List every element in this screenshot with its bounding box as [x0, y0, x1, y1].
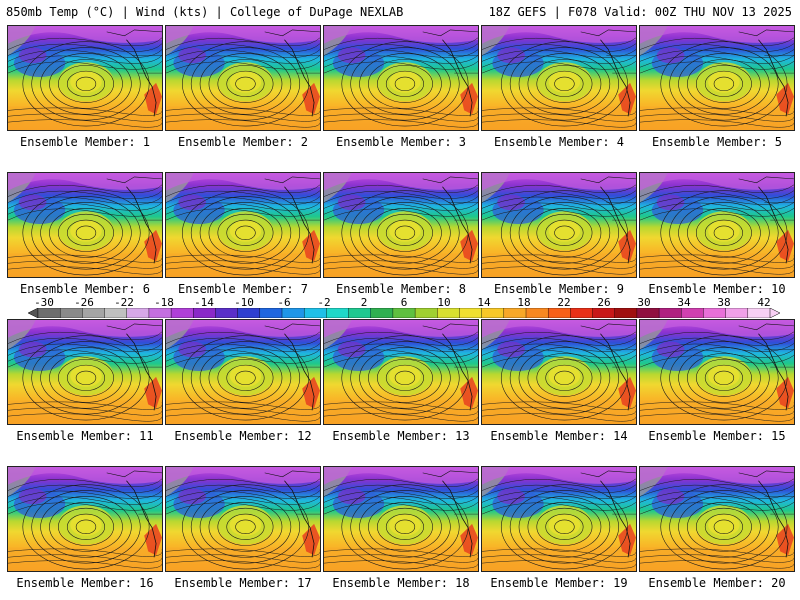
colorbar-tick-label: 22: [557, 296, 571, 309]
temperature-contour-map: [8, 467, 162, 571]
temperature-contour-map: [482, 467, 636, 571]
header-valid-time: 18Z GEFS | F078 Valid: 00Z THU NOV 13 20…: [488, 5, 792, 19]
ensemble-member-label: Ensemble Member: 6: [19, 282, 151, 296]
colorbar-tick-label: -6: [277, 296, 291, 309]
ensemble-member-label: Ensemble Member: 4: [493, 135, 625, 149]
ensemble-map-panel: [639, 319, 795, 425]
temperature-contour-map: [324, 173, 478, 277]
ensemble-map-panel: [639, 172, 795, 278]
colorbar-tick-label: -18: [154, 296, 174, 309]
colorbar-tick-label: 42: [757, 296, 771, 309]
ensemble-map-panel: [639, 466, 795, 572]
temperature-contour-map: [166, 26, 320, 130]
ensemble-member-label: Ensemble Member: 11: [16, 429, 154, 443]
ensemble-map-panel: [639, 25, 795, 131]
colorbar-tick-label: -2: [317, 296, 331, 309]
ensemble-map-panel: [7, 172, 163, 278]
colorbar-tick-label: -10: [234, 296, 254, 309]
temperature-contour-map: [166, 467, 320, 571]
ensemble-member-label: Ensemble Member: 8: [335, 282, 467, 296]
ensemble-member-label: Ensemble Member: 2: [177, 135, 309, 149]
ensemble-map-panel: [481, 25, 637, 131]
ensemble-map-panel: [481, 466, 637, 572]
ensemble-member-label: Ensemble Member: 9: [493, 282, 625, 296]
ensemble-member-label: Ensemble Member: 15: [648, 429, 786, 443]
ensemble-map-panel: [481, 172, 637, 278]
ensemble-member-label: Ensemble Member: 3: [335, 135, 467, 149]
temperature-contour-map: [324, 467, 478, 571]
ensemble-map-panel: [323, 25, 479, 131]
colorbar-tick-label: -26: [74, 296, 94, 309]
temperature-contour-map: [166, 320, 320, 424]
ensemble-member-label: Ensemble Member: 19: [490, 576, 628, 590]
ensemble-map-panel: [165, 319, 321, 425]
temperature-contour-map: [640, 173, 794, 277]
ensemble-member-label: Ensemble Member: 14: [490, 429, 628, 443]
ensemble-member-label: Ensemble Member: 20: [648, 576, 786, 590]
temperature-contour-map: [324, 26, 478, 130]
ensemble-map-panel: [165, 466, 321, 572]
ensemble-map-panel: [481, 319, 637, 425]
colorbar-tick-label: 30: [637, 296, 651, 309]
temperature-contour-map: [8, 173, 162, 277]
temperature-contour-map: [640, 320, 794, 424]
ensemble-map-panel: [323, 466, 479, 572]
ensemble-member-label: Ensemble Member: 17: [174, 576, 312, 590]
ensemble-member-label: Ensemble Member: 13: [332, 429, 470, 443]
colorbar-tick-label: 14: [477, 296, 491, 309]
temperature-contour-map: [8, 320, 162, 424]
colorbar-tick-label: -22: [114, 296, 134, 309]
temperature-contour-map: [8, 26, 162, 130]
ensemble-map-panel: [7, 25, 163, 131]
colorbar-tick-label: -30: [34, 296, 54, 309]
temperature-contour-map: [640, 467, 794, 571]
colorbar-tick-label: -14: [194, 296, 214, 309]
temperature-contour-map: [482, 26, 636, 130]
ensemble-member-label: Ensemble Member: 1: [19, 135, 151, 149]
ensemble-map-panel: [165, 172, 321, 278]
temperature-colorbar: [28, 308, 780, 318]
colorbar-tick-label: 26: [597, 296, 611, 309]
ensemble-map-panel: [7, 319, 163, 425]
temperature-contour-map: [324, 320, 478, 424]
temperature-contour-map: [482, 173, 636, 277]
colorbar-tick-label: 6: [400, 296, 408, 309]
ensemble-member-label: Ensemble Member: 7: [177, 282, 309, 296]
colorbar-tick-label: 34: [677, 296, 691, 309]
header-title: 850mb Temp (°C) | Wind (kts) | College o…: [6, 5, 404, 19]
ensemble-map-panel: [7, 466, 163, 572]
ensemble-member-label: Ensemble Member: 12: [174, 429, 312, 443]
colorbar-tick-label: 38: [717, 296, 731, 309]
colorbar-tick-label: 10: [437, 296, 451, 309]
temperature-contour-map: [166, 173, 320, 277]
ensemble-member-label: Ensemble Member: 18: [332, 576, 470, 590]
temperature-contour-map: [482, 320, 636, 424]
colorbar-tick-label: 2: [360, 296, 368, 309]
temperature-contour-map: [640, 26, 794, 130]
colorbar-tick-label: 18: [517, 296, 531, 309]
ensemble-member-label: Ensemble Member: 16: [16, 576, 154, 590]
ensemble-member-label: Ensemble Member: 10: [648, 282, 786, 296]
ensemble-map-panel: [323, 319, 479, 425]
ensemble-map-panel: [165, 25, 321, 131]
ensemble-member-label: Ensemble Member: 5: [651, 135, 783, 149]
ensemble-map-panel: [323, 172, 479, 278]
